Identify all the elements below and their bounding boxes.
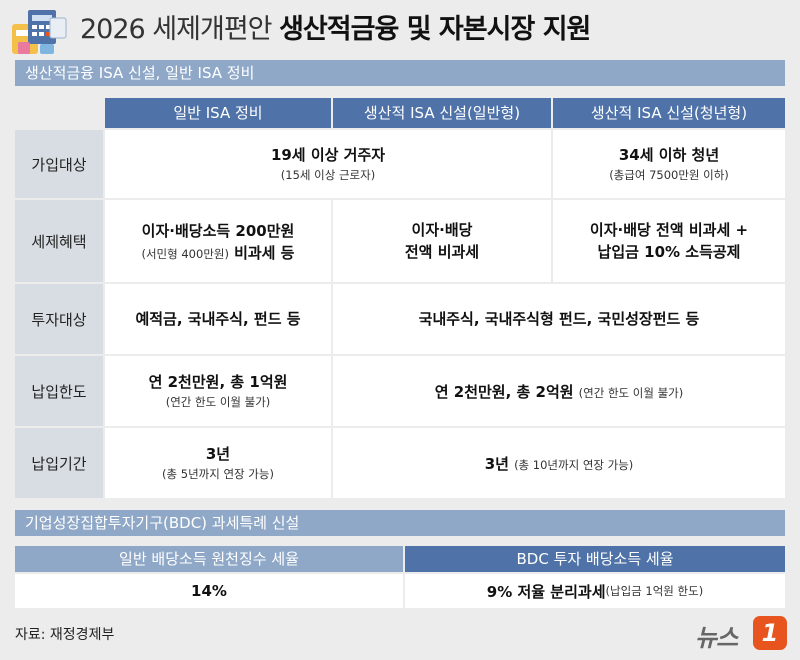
tax-benefit-normal-line1: 이자·배당 <box>411 221 473 239</box>
bdc-right-value-cell: 9% 저율 분리과세 (납입금 1억원 한도) <box>405 574 785 608</box>
row-header-period: 납입기간 <box>15 428 103 498</box>
eligibility-merged-main: 19세 이상 거주자 <box>270 146 386 164</box>
bdc-left-header: 일반 배당소득 원천징수 세율 <box>15 546 403 572</box>
cell-eligibility-youth: 34세 이하 청년 (총급여 7500만원 이하) <box>553 130 785 198</box>
tax-benefit-general-main: 이자·배당소득 200만원 <box>141 221 295 240</box>
header: 2026 세제개편안 생산적금융 및 자본시장 지원 <box>0 0 800 60</box>
calculator-documents-icon <box>12 10 67 54</box>
column-header-general-isa: 일반 ISA 정비 <box>105 98 331 128</box>
eligibility-youth-sub: (총급여 7500만원 이하) <box>609 168 729 182</box>
cell-period-merged: 3년 (총 10년까지 연장 가능) <box>333 428 785 498</box>
period-general-sub: (총 5년까지 연장 가능) <box>162 467 274 481</box>
cell-eligibility-merged: 19세 이상 거주자 (15세 이상 근로자) <box>105 130 551 198</box>
page-title: 2026 세제개편안 생산적금융 및 자본시장 지원 <box>80 10 591 50</box>
section-bdc-header: 기업성장집합투자기구(BDC) 과세특례 신설 <box>15 510 785 536</box>
limit-general-sub: (연간 한도 이월 불가) <box>165 395 271 409</box>
eligibility-merged-sub: (15세 이상 근로자) <box>280 168 376 182</box>
bdc-left-value-cell: 14% <box>15 574 403 608</box>
investment-general: 예적금, 국내주식, 펀드 등 <box>135 310 301 328</box>
cell-period-general: 3년 (총 5년까지 연장 가능) <box>105 428 331 498</box>
cell-investment-general: 예적금, 국내주식, 펀드 등 <box>105 284 331 354</box>
bdc-left-value: 14% <box>191 582 227 600</box>
period-general-main: 3년 <box>205 445 231 463</box>
news1-logo: 뉴스 1 <box>695 616 790 652</box>
row-header-eligibility: 가입대상 <box>15 130 103 198</box>
cell-limit-merged: 연 2천만원, 총 2억원 (연간 한도 이월 불가) <box>333 356 785 426</box>
bdc-right-main: 9% 저율 분리과세 <box>486 582 606 601</box>
section-isa-header: 생산적금융 ISA 신설, 일반 ISA 정비 <box>15 60 785 86</box>
limit-general-main: 연 2천만원, 총 1억원 <box>148 373 288 391</box>
bdc-right-header: BDC 투자 배당소득 세율 <box>405 546 785 572</box>
row-header-tax-benefit: 세제혜택 <box>15 200 103 282</box>
cell-tax-benefit-general: 이자·배당소득 200만원 (서민형 400만원) 비과세 등 <box>105 200 331 282</box>
column-header-productive-isa-general: 생산적 ISA 신설(일반형) <box>333 98 551 128</box>
limit-merged-sub: (연간 한도 이월 불가) <box>578 385 684 400</box>
column-header-productive-isa-youth: 생산적 ISA 신설(청년형) <box>553 98 785 128</box>
period-merged-sub: (총 10년까지 연장 가능) <box>514 457 634 472</box>
cell-tax-benefit-youth: 이자·배당 전액 비과세 + 납입금 10% 소득공제 <box>553 200 785 282</box>
investment-merged: 국내주식, 국내주식형 펀드, 국민성장펀드 등 <box>418 310 700 328</box>
bdc-right-sub: (납입금 1억원 한도) <box>605 584 704 598</box>
tax-benefit-normal-line2: 전액 비과세 <box>404 243 480 261</box>
period-merged-line: 3년 (총 10년까지 연장 가능) <box>485 453 634 474</box>
source-credit: 자료: 재정경제부 <box>15 627 115 643</box>
tax-benefit-youth-line1: 이자·배당 전액 비과세 + <box>589 221 749 239</box>
row-header-investment: 투자대상 <box>15 284 103 354</box>
eligibility-youth-main: 34세 이하 청년 <box>618 146 720 164</box>
cell-investment-merged: 국내주식, 국내주식형 펀드, 국민성장펀드 등 <box>333 284 785 354</box>
title-bold: 생산적금융 및 자본시장 지원 <box>279 14 591 45</box>
news1-logo-text: 뉴스 <box>695 624 738 652</box>
cell-limit-general: 연 2천만원, 총 1억원 (연간 한도 이월 불가) <box>105 356 331 426</box>
tax-benefit-general-sub: (서민형 400만원) <box>141 246 229 261</box>
tax-benefit-general-tail: 비과세 등 <box>234 243 295 262</box>
limit-merged-main: 연 2천만원, 총 2억원 <box>434 382 574 401</box>
cell-tax-benefit-normal: 이자·배당 전액 비과세 <box>333 200 551 282</box>
limit-merged-line: 연 2천만원, 총 2억원 (연간 한도 이월 불가) <box>435 381 684 402</box>
tax-benefit-youth-line2: 납입금 10% 소득공제 <box>597 243 741 261</box>
title-light: 2026 세제개편안 <box>80 14 272 45</box>
news1-logo-badge: 1 <box>753 616 787 650</box>
row-header-limit: 납입한도 <box>15 356 103 426</box>
tax-benefit-general-second-line: (서민형 400만원) 비과세 등 <box>141 242 294 263</box>
period-merged-main: 3년 <box>484 454 509 473</box>
